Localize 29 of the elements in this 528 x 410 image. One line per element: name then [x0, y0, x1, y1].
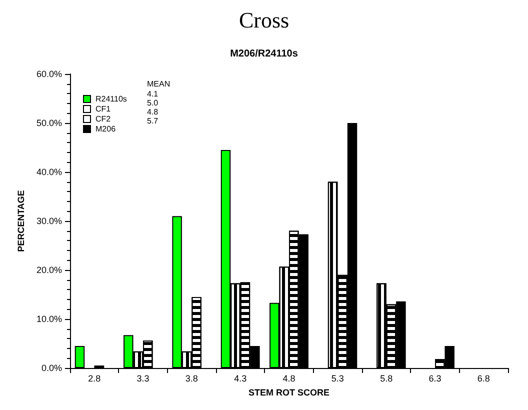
x-tick-label: 4.3 — [234, 374, 247, 384]
y-tick-label: 20.0% — [36, 265, 62, 275]
x-tick-label: 6.3 — [428, 374, 442, 384]
y-axis-title: PERCENTAGE — [16, 190, 26, 252]
annotation: 4.8 — [147, 108, 159, 116]
x-tick-label: 3.8 — [185, 374, 198, 384]
legend-label: R24110s — [96, 94, 127, 104]
chart-title: Cross — [238, 8, 290, 32]
y-tick-label: 60.0% — [36, 69, 62, 79]
legend-label: M206 — [96, 124, 116, 134]
y-tick-label: 50.0% — [36, 118, 62, 128]
legend-label: CF1 — [96, 104, 112, 114]
annotation: 5.0 — [147, 98, 159, 108]
annotation: 4.1 — [147, 90, 159, 98]
y-tick-label: 10.0% — [36, 314, 62, 324]
x-tick-label: 3.3 — [136, 374, 150, 384]
x-tick-label: 4.8 — [282, 374, 296, 384]
legend-title: MEAN — [147, 80, 170, 88]
x-axis-title: STEM ROT SCORE — [248, 387, 330, 398]
annotation: 5.7 — [147, 116, 159, 126]
x-tick-label: 5.8 — [380, 374, 393, 384]
y-tick-label: 0.0% — [41, 363, 62, 373]
x-tick-label: 2.8 — [88, 374, 101, 384]
y-tick-label: 30.0% — [36, 216, 62, 226]
y-tick-label: 40.0% — [36, 167, 62, 177]
legend-label: CF2 — [96, 114, 112, 124]
x-tick-label: 5.3 — [331, 374, 344, 384]
chart-subtitle: M206/R24110s — [230, 48, 298, 60]
x-tick-label: 6.8 — [477, 374, 490, 384]
